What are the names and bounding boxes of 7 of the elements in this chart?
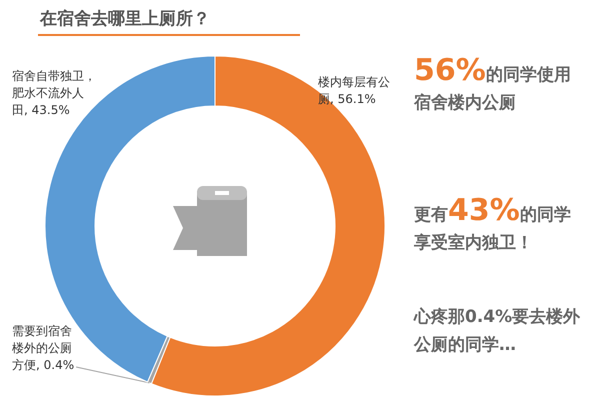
slice-label: 需要到宿舍楼外的公厕方便, 0.4%	[12, 324, 74, 372]
text: 56%的同学使用宿舍楼内公厕	[413, 53, 571, 113]
text: 更有43%的同学享受室内独卫！	[413, 193, 571, 253]
text: 心疼那0.4%要去楼外公厕的同学…	[413, 307, 582, 355]
chart-title: 在宿舍去哪里上厕所？	[39, 9, 210, 29]
slice-label: 宿舍自带独卫，肥水不流外人田, 43.5%	[12, 69, 96, 117]
slice-label: 楼内每层有公厕, 56.1%	[318, 75, 390, 106]
